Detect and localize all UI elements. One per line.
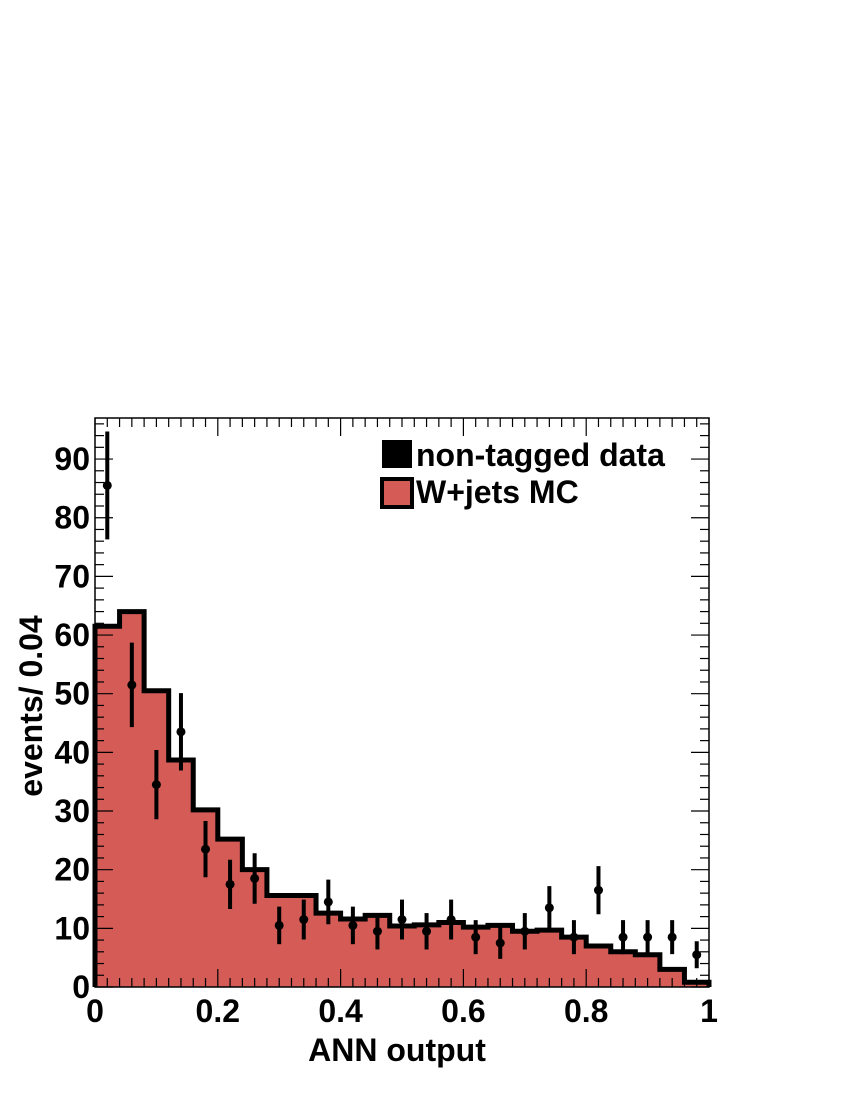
y-tick-label: 10 bbox=[54, 910, 90, 946]
legend-swatch-mc bbox=[380, 477, 414, 509]
legend-label-mc: W+jets MC bbox=[416, 474, 579, 510]
data-point bbox=[446, 915, 456, 925]
axis-ticks bbox=[94, 418, 710, 988]
x-axis-title: ANN output bbox=[308, 1032, 486, 1068]
data-point bbox=[692, 950, 702, 960]
mc-bar bbox=[537, 930, 563, 987]
y-tick-label: 90 bbox=[54, 441, 90, 477]
y-tick-label: 50 bbox=[54, 676, 90, 712]
data-point bbox=[274, 920, 284, 930]
data-point bbox=[323, 897, 333, 907]
y-tick-label: 70 bbox=[54, 558, 90, 594]
x-tick-label: 0.2 bbox=[196, 993, 240, 1029]
data-points bbox=[102, 431, 702, 969]
data-point bbox=[127, 680, 137, 690]
y-tick-label: 80 bbox=[54, 500, 90, 536]
data-point bbox=[495, 938, 505, 948]
data-point bbox=[299, 915, 309, 925]
data-point bbox=[397, 915, 407, 925]
y-tick-labels: 0 10 20 30 40 50 60 70 80 90 bbox=[54, 441, 90, 1005]
data-point bbox=[348, 920, 358, 930]
y-tick-label: 40 bbox=[54, 734, 90, 770]
mc-histogram bbox=[92, 609, 712, 987]
x-tick-label: 0.4 bbox=[318, 993, 363, 1029]
legend-label-data: non-tagged data bbox=[416, 437, 665, 473]
data-point bbox=[520, 926, 530, 936]
data-point bbox=[422, 926, 432, 936]
y-tick-label: 60 bbox=[54, 617, 90, 653]
data-point bbox=[618, 932, 628, 942]
data-point bbox=[667, 932, 677, 942]
x-tick-label: 1 bbox=[700, 993, 718, 1029]
y-tick-label: 20 bbox=[54, 852, 90, 888]
data-point bbox=[569, 932, 579, 942]
x-tick-label: 0.8 bbox=[564, 993, 608, 1029]
data-point bbox=[593, 885, 603, 895]
data-point bbox=[225, 879, 235, 889]
data-point bbox=[176, 727, 186, 737]
data-point bbox=[643, 932, 653, 942]
mc-bar bbox=[144, 690, 170, 987]
data-point bbox=[250, 873, 260, 883]
data-point bbox=[151, 780, 161, 790]
mc-bar bbox=[168, 759, 194, 987]
data-point bbox=[201, 844, 211, 854]
mc-bar bbox=[95, 626, 121, 987]
x-tick-label: 0 bbox=[86, 993, 104, 1029]
legend-swatch-data bbox=[382, 440, 412, 468]
y-tick-label: 0 bbox=[72, 969, 90, 1005]
data-point bbox=[102, 480, 112, 490]
mc-outline bbox=[92, 609, 712, 987]
y-tick-label: 30 bbox=[54, 793, 90, 829]
x-tick-labels: 0 0.2 0.4 0.6 0.8 1 bbox=[86, 993, 718, 1029]
data-point bbox=[471, 932, 481, 942]
legend: non-tagged data W+jets MC bbox=[380, 437, 665, 510]
data-point bbox=[372, 926, 382, 936]
x-tick-label: 0.6 bbox=[441, 993, 485, 1029]
y-axis-title: events/ 0.04 bbox=[13, 615, 49, 797]
mc-bar bbox=[316, 913, 342, 987]
data-point bbox=[544, 903, 554, 913]
